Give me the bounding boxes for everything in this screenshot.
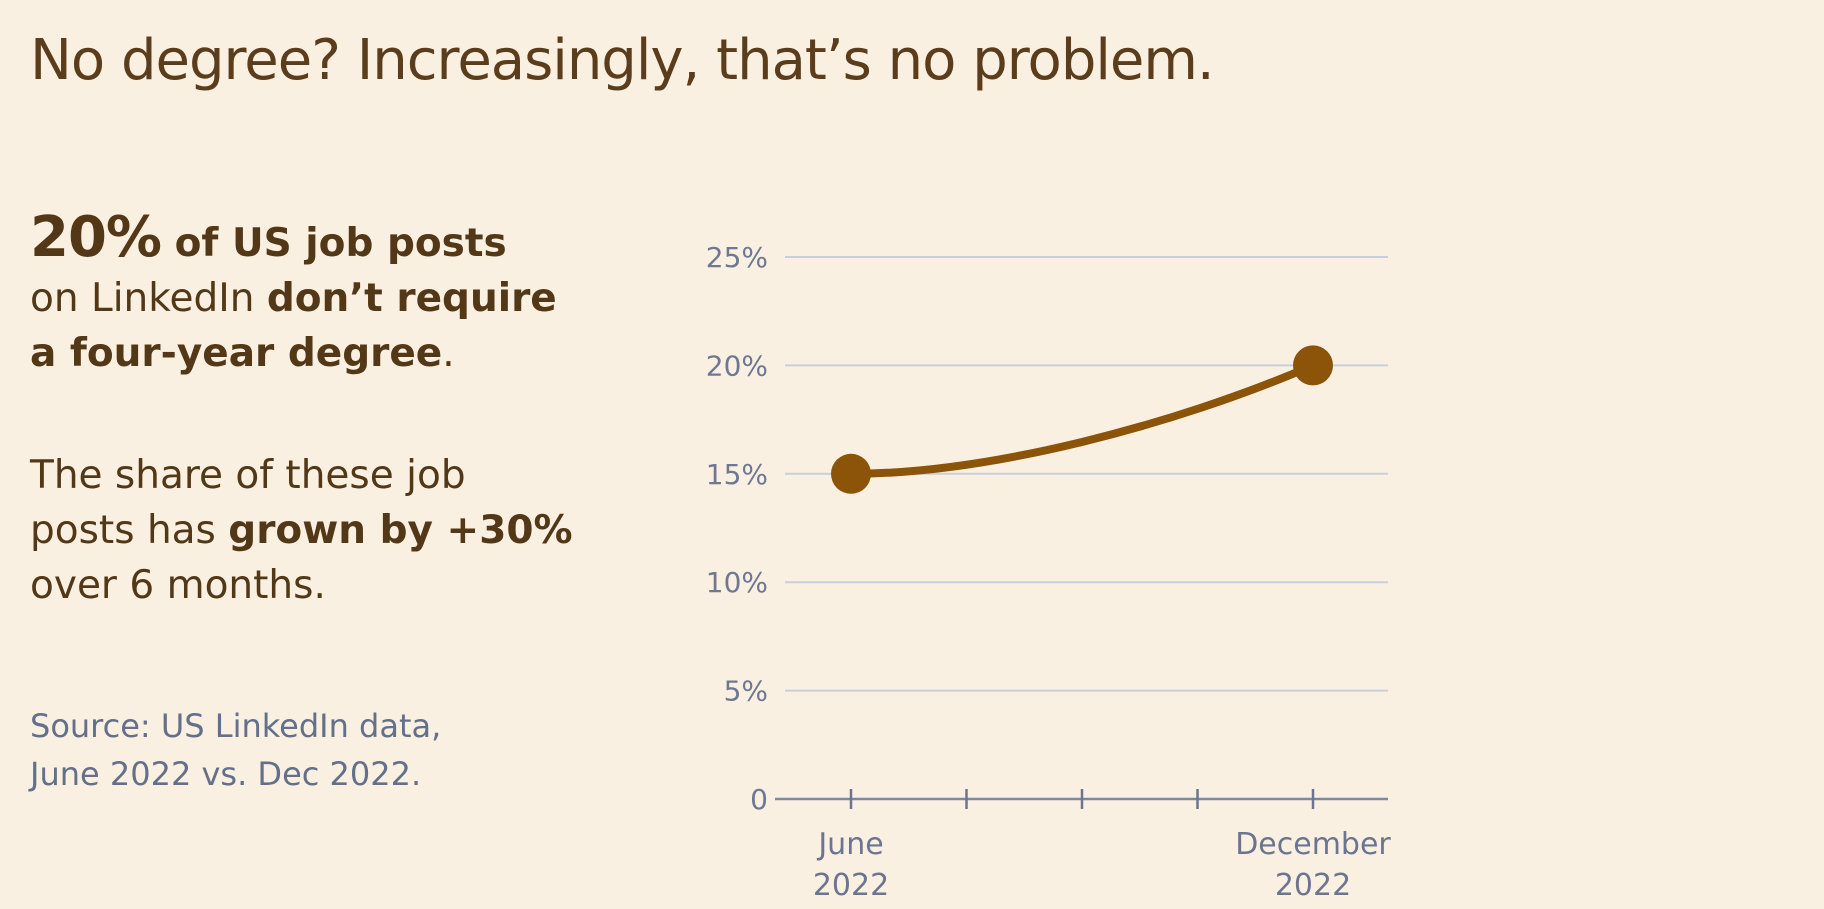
- stat-text-2: on LinkedIn: [30, 276, 267, 321]
- data-point: [831, 453, 871, 494]
- growth-line-2a: posts has: [30, 508, 229, 553]
- stat-text-3: don’t require: [266, 276, 557, 321]
- growth-line-3: over 6 months.: [30, 563, 326, 608]
- source-note: Source: US LinkedIn data, June 2022 vs. …: [30, 702, 550, 798]
- stat-value: 20%: [30, 205, 162, 270]
- stat-text-5: .: [442, 331, 455, 376]
- growth-line-1: The share of these job: [30, 453, 466, 498]
- y-tick-label: 15%: [706, 458, 768, 491]
- growth-block: The share of these job posts has grown b…: [30, 448, 590, 613]
- y-tick-label: 5%: [724, 675, 768, 708]
- data-point: [1293, 345, 1333, 386]
- stat-text-1: of US job posts: [161, 221, 507, 266]
- page-title: No degree? Increasingly, that’s no probl…: [30, 28, 1215, 93]
- source-line-1: Source: US LinkedIn data,: [30, 707, 442, 745]
- y-tick-label: 0: [750, 783, 768, 816]
- y-tick-label: 10%: [706, 566, 768, 599]
- x-tick-label-year: 2022: [813, 868, 889, 903]
- series-line: [847, 361, 1317, 478]
- growth-line-2b: grown by +30%: [228, 508, 573, 553]
- y-tick-label: 20%: [706, 349, 768, 382]
- x-tick-label: June: [816, 827, 883, 862]
- source-line-2: June 2022 vs. Dec 2022.: [30, 755, 422, 793]
- y-tick-label: 25%: [706, 241, 768, 274]
- x-tick-label: December: [1235, 827, 1391, 862]
- x-tick-label-year: 2022: [1275, 868, 1351, 903]
- stat-block: 20% of US job posts on LinkedIn don’t re…: [30, 210, 590, 381]
- stat-text-4: a four-year degree: [30, 331, 443, 376]
